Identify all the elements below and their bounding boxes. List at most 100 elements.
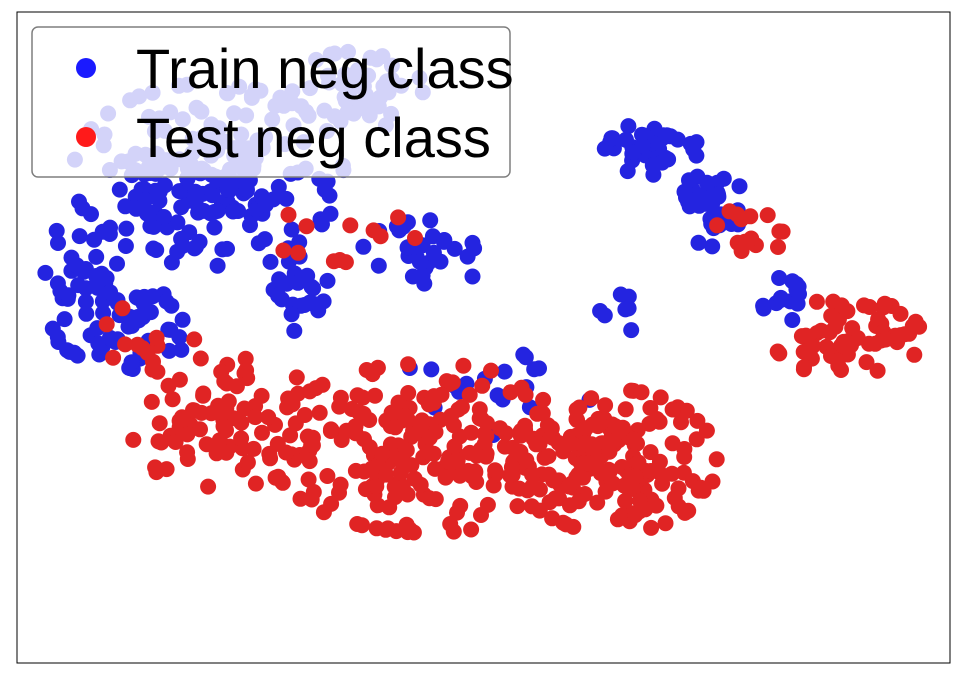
point-train-437 <box>603 130 620 147</box>
point-test-426 <box>269 435 286 452</box>
point-test-346 <box>503 459 520 476</box>
point-train-190 <box>204 187 221 204</box>
point-train-290 <box>160 321 177 338</box>
point-test-530 <box>372 228 389 245</box>
point-test-511 <box>759 207 776 224</box>
point-test-53 <box>367 387 383 404</box>
point-test-447 <box>215 418 232 435</box>
point-test-194 <box>421 490 438 507</box>
point-test-209 <box>448 453 464 470</box>
point-test-137 <box>524 466 540 483</box>
point-train-493 <box>755 297 772 314</box>
point-test-538 <box>98 316 115 333</box>
point-test-528 <box>275 242 292 259</box>
point-test-188 <box>331 398 348 415</box>
point-train-447 <box>704 238 721 255</box>
point-test-199 <box>445 417 462 434</box>
point-test-166 <box>387 489 403 506</box>
point-train-288 <box>173 341 190 358</box>
point-train-39 <box>169 214 186 231</box>
point-train-151 <box>142 218 159 235</box>
point-train-374 <box>446 240 463 257</box>
point-test-376 <box>151 415 168 432</box>
point-train-111 <box>270 178 287 195</box>
point-test-418 <box>164 391 181 408</box>
point-test-522 <box>709 217 726 234</box>
point-test-104 <box>517 386 534 403</box>
point-train-506 <box>620 300 637 317</box>
point-train-484 <box>682 192 698 209</box>
point-train-373 <box>436 232 453 248</box>
point-test-369 <box>637 501 654 518</box>
point-test-436 <box>125 431 142 448</box>
point-train-197 <box>169 243 186 260</box>
point-train-222 <box>78 305 95 322</box>
point-train-205 <box>209 202 226 219</box>
point-test-171 <box>300 471 317 488</box>
point-train-203 <box>257 196 274 213</box>
point-train-504 <box>612 286 629 303</box>
point-test-211 <box>364 366 381 383</box>
point-train-470 <box>715 170 732 187</box>
point-train-220 <box>83 206 99 223</box>
point-test-205 <box>535 391 552 408</box>
series-test <box>98 203 928 541</box>
point-test-106 <box>463 521 480 538</box>
point-test-400 <box>143 393 160 410</box>
point-test-181 <box>420 444 437 461</box>
point-train-248 <box>70 277 87 294</box>
point-test-363 <box>670 480 687 497</box>
point-train-377 <box>414 267 431 284</box>
point-test-149 <box>437 469 454 486</box>
point-train-235 <box>109 255 125 272</box>
point-test-132 <box>323 495 340 512</box>
point-test-201 <box>540 448 557 465</box>
point-test-114 <box>347 462 364 479</box>
point-test-438 <box>282 427 299 444</box>
point-test-488 <box>869 362 886 379</box>
point-train-217 <box>77 293 94 310</box>
point-test-208 <box>301 383 318 400</box>
point-test-412 <box>254 424 270 441</box>
point-train-286 <box>123 354 140 371</box>
point-test-439 <box>192 350 209 367</box>
point-test-546 <box>134 340 151 357</box>
point-test-417 <box>260 409 277 426</box>
point-test-301 <box>511 480 528 497</box>
point-train-366 <box>422 212 439 229</box>
point-test-354 <box>561 478 577 495</box>
point-test-545 <box>186 331 203 348</box>
point-test-541 <box>144 361 161 378</box>
point-train-390 <box>262 253 279 270</box>
point-train-246 <box>117 238 134 254</box>
point-test-360 <box>651 453 668 470</box>
point-test-328 <box>614 419 631 436</box>
point-test-309 <box>543 420 560 437</box>
point-train-230 <box>88 248 105 265</box>
point-test-366 <box>627 468 644 485</box>
point-train-257 <box>174 311 191 328</box>
legend-label-test: Test neg class <box>136 106 491 169</box>
point-test-56 <box>483 362 499 379</box>
point-test-124 <box>442 516 459 532</box>
point-train-372 <box>464 234 481 251</box>
point-train-510 <box>489 387 506 404</box>
point-train-363 <box>370 257 387 274</box>
point-train-443 <box>634 137 651 154</box>
point-train-292 <box>129 309 146 325</box>
point-test-338 <box>561 497 578 514</box>
point-train-495 <box>784 312 801 328</box>
point-train-403 <box>275 275 292 292</box>
point-test-186 <box>412 476 429 493</box>
point-train-120 <box>214 241 231 258</box>
point-test-257 <box>643 519 660 536</box>
point-train-138 <box>148 242 165 258</box>
point-train-251 <box>50 235 66 251</box>
point-test-509 <box>904 318 921 334</box>
point-test-442 <box>179 451 196 467</box>
point-train-218 <box>71 228 88 245</box>
point-train-498 <box>788 281 805 298</box>
point-train-163 <box>111 181 128 198</box>
point-test-91 <box>455 357 472 374</box>
point-train-440 <box>618 131 634 148</box>
